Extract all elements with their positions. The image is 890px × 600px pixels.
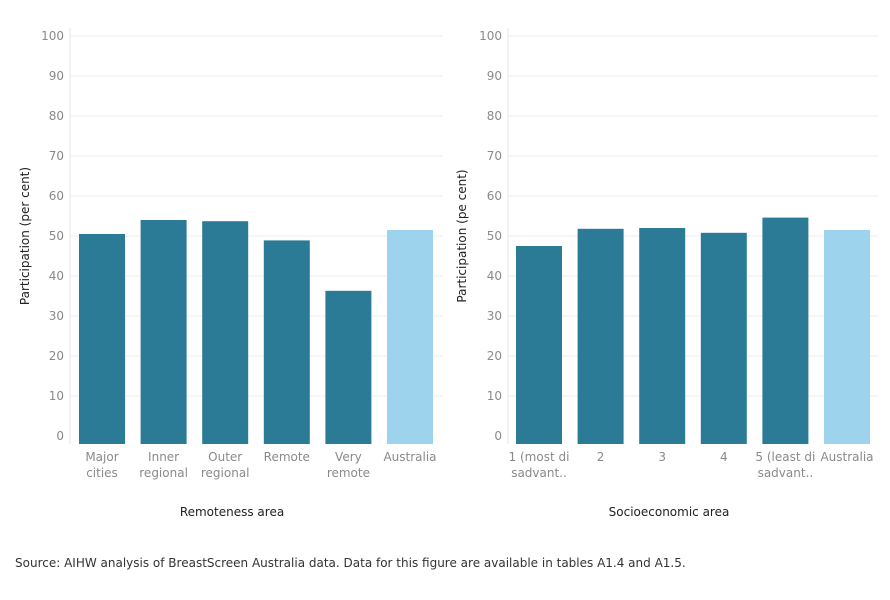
y-tick-label: 90 xyxy=(49,69,64,83)
x-category-label: 4 xyxy=(720,450,728,464)
y-tick-label: 80 xyxy=(487,109,502,123)
y-tick-label: 10 xyxy=(487,389,502,403)
x-category-label: cities xyxy=(86,466,118,480)
x-category-label: Outer xyxy=(208,450,242,464)
x-axis-title: Socioeconomic area xyxy=(609,505,730,519)
x-category-label: sadvant.. xyxy=(511,466,567,480)
bar xyxy=(325,290,372,444)
y-tick-label: 40 xyxy=(487,269,502,283)
y-tick-label: 80 xyxy=(49,109,64,123)
socioeconomic-chart: 0 10 20 30 40 50 60 70 80 90 100 1 (most di sadvant.… xyxy=(455,28,878,519)
y-axis-title: Participation (per cent) xyxy=(18,167,32,305)
y-axis-title: Participation (pe cent) xyxy=(455,169,469,302)
y-tick-label: 50 xyxy=(487,229,502,243)
x-category-label: 1 (most di xyxy=(509,450,570,464)
x-category-label: Major xyxy=(85,450,118,464)
remoteness-chart: 0 10 20 30 40 50 60 70 80 90 100 Major cities Inner re… xyxy=(18,28,443,519)
y-tick-label: 40 xyxy=(49,269,64,283)
y-tick-label: 60 xyxy=(487,189,502,203)
bar xyxy=(202,221,249,444)
x-axis-title: Remoteness area xyxy=(180,505,284,519)
bar xyxy=(263,240,310,444)
y-tick-label: 90 xyxy=(487,69,502,83)
bar xyxy=(700,232,747,444)
bar xyxy=(516,246,562,444)
x-category-label: Very xyxy=(335,450,362,464)
x-category-label: 2 xyxy=(597,450,605,464)
bar xyxy=(762,217,809,444)
x-category-label: sadvant.. xyxy=(758,466,814,480)
bar xyxy=(387,230,433,444)
bar xyxy=(639,228,686,444)
x-category-label: Inner xyxy=(148,450,179,464)
bar xyxy=(824,230,870,444)
y-tick-label: 20 xyxy=(49,349,64,363)
x-category-label: 5 (least di xyxy=(755,450,815,464)
y-tick-label: 100 xyxy=(479,29,502,43)
x-category-label: remote xyxy=(327,466,370,480)
x-category-label: regional xyxy=(201,466,250,480)
y-tick-label: 0 xyxy=(56,429,64,443)
y-tick-label: 60 xyxy=(49,189,64,203)
y-tick-label: 20 xyxy=(487,349,502,363)
y-tick-label: 50 xyxy=(49,229,64,243)
y-tick-label: 70 xyxy=(49,149,64,163)
y-tick-label: 10 xyxy=(49,389,64,403)
bar xyxy=(79,234,125,444)
x-category-label: Australia xyxy=(820,450,873,464)
x-category-label: Remote xyxy=(264,450,310,464)
bar xyxy=(140,220,187,444)
y-tick-label: 100 xyxy=(41,29,64,43)
x-category-label: 3 xyxy=(658,450,666,464)
x-category-label: Australia xyxy=(383,450,436,464)
y-tick-label: 70 xyxy=(487,149,502,163)
x-category-label: regional xyxy=(139,466,188,480)
y-tick-label: 30 xyxy=(49,309,64,323)
y-tick-label: 0 xyxy=(494,429,502,443)
bar xyxy=(577,228,624,444)
source-note: Source: AIHW analysis of BreastScreen Au… xyxy=(15,556,686,570)
y-tick-label: 30 xyxy=(487,309,502,323)
